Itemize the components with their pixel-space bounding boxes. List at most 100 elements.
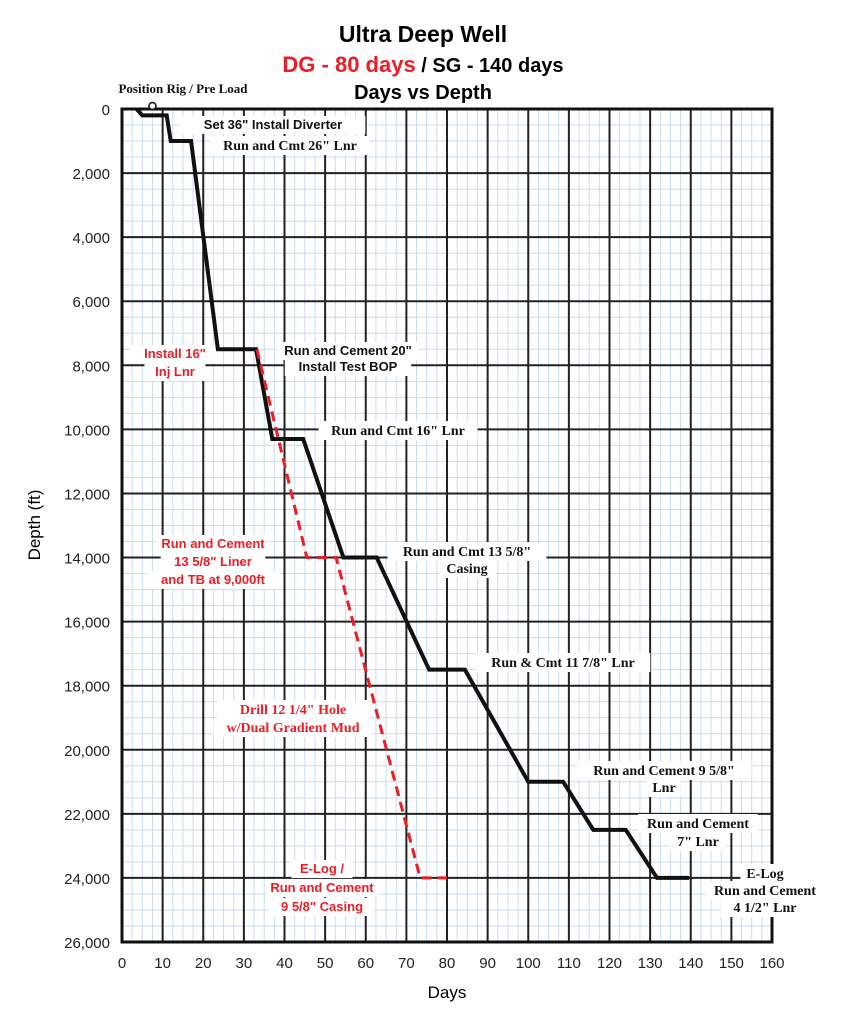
annotation-text: Inj Lnr [155,364,195,379]
y-tick-label: 18,000 [64,679,110,696]
series [135,101,690,880]
annotation: Run and Cmt 26" Lnr [210,136,370,155]
annotation-text: Run and Cement [714,884,816,899]
annotation: Run and Cement 13 5/8" Liner and TB at 9,0… [146,535,280,589]
annotation-background [318,421,478,440]
annotation-text: Install Test BOP [299,359,398,374]
x-tick-label: 130 [638,955,663,972]
annotations: Position Rig / Pre Load Set 36" Install D… [118,81,825,917]
annotation-background [180,116,366,134]
annotation-background [269,898,375,916]
annotation-background [144,363,206,381]
annotation: E-Log / Run and Cement 9 5/8" Casing [266,860,378,916]
annotation-background [160,553,266,571]
annotation-text: Run and Cement 20" [284,343,412,358]
x-tick-label: 50 [317,955,334,972]
annotation-text: and TB at 9,000ft [161,572,266,587]
y-tick-label: 4,000 [72,230,110,247]
annotation-background [669,832,727,851]
annotation-background [284,358,412,376]
annotation-background [157,535,269,553]
annotation-text: E-Log / [300,861,344,876]
annotation: E-Log Run and Cement 4 1/2" Lnr [705,864,825,917]
annotation-text: E-Log [746,867,783,882]
chart-subtitle: DG - 80 days / SG - 140 days [282,52,563,77]
annotation-background [705,881,825,900]
x-tick-label: 40 [276,955,293,972]
annotation: Run and Cmt 16" Lnr [318,421,478,440]
dg-subtitle: DG - 80 days [282,52,415,77]
sg-series-line [135,107,690,880]
y-tick-label: 22,000 [64,807,110,824]
x-tick-label: 110 [557,955,581,972]
x-tick-label: 140 [678,955,703,972]
annotation-text: Run and Cmt 26" Lnr [223,139,357,154]
annotation-background [720,898,810,917]
annotation-background [129,345,221,363]
annotation-text: Run and Cement [647,817,749,832]
y-tick-label: 14,000 [64,551,110,568]
annotation-text: 7" Lnr [677,835,719,850]
dg-series-line [255,348,447,880]
x-tick-label: 160 [759,955,784,972]
annotation-text: Casing [446,562,487,577]
annotation-text: 9 5/8" Casing [281,899,363,914]
annotation-background [146,571,280,589]
annotation: Run & Cmt 11 7/8" Lnr [475,653,651,672]
x-tick-label: 60 [357,955,374,972]
x-tick-label: 150 [719,955,744,972]
annotation-text: Run and Cement [161,536,265,551]
annotation: Run and Cement 9 5/8" Lnr [576,761,752,797]
annotation-text: Run and Cement [270,880,374,895]
annotation-background [387,542,547,561]
y-tick-label: 16,000 [64,615,110,632]
x-tick-label: 100 [516,955,541,972]
annotation-text: Position Rig / Pre Load [118,81,248,96]
annotation-text: 13 5/8" Liner [174,554,252,569]
annotation-background [475,653,651,672]
x-tick-label: 0 [118,955,126,972]
annotation-text: Run and Cement 9 5/8" [593,764,735,779]
annotation-background [217,700,369,719]
annotation-background [266,879,378,897]
ticks: 0 10 20 30 40 50 60 70 80 90 100 110 120 130 140 150 160… [64,102,784,972]
annotation-background [576,761,752,780]
annotation-background [291,860,353,878]
y-axis-label: Depth (ft) [25,490,44,561]
annotation-text: Run and Cmt 13 5/8" [403,545,531,560]
annotation-text: 4 1/2" Lnr [734,901,797,916]
annotation: Run and Cmt 13 5/8" Casing [387,542,547,578]
y-tick-label: 12,000 [64,486,110,503]
y-tick-label: 0 [102,102,110,119]
annotation-text: Lnr [652,781,675,796]
annotation: Install 16" Inj Lnr [129,345,221,381]
annotation-background [638,814,758,833]
y-tick-label: 26,000 [64,935,110,952]
subtitle-separator: / [416,55,433,77]
annotation: Position Rig / Pre Load [118,81,248,96]
y-tick-label: 8,000 [72,358,110,375]
sg-subtitle: SG - 140 days [432,55,563,77]
x-axis-label: Days [428,983,467,1002]
annotation-text: Drill 12 1/4" Hole [240,703,346,718]
x-tick-label: 70 [398,955,415,972]
y-tick-label: 10,000 [64,422,110,439]
annotation-text: Install 16" [144,346,206,361]
x-tick-label: 90 [479,955,496,972]
annotation: Run and Cement 7" Lnr [638,814,758,851]
chart-title: Ultra Deep Well [339,21,507,47]
annotation-background [438,559,496,578]
x-tick-label: 20 [195,955,212,972]
annotation: Set 36" Install Diverter [180,116,366,134]
x-tick-label: 30 [236,955,253,972]
annotation-background [740,864,790,883]
y-tick-label: 2,000 [72,166,110,183]
annotation-text: Run and Cmt 16" Lnr [331,424,465,439]
x-tick-label: 10 [154,955,171,972]
annotation-background [213,718,373,737]
y-tick-label: 6,000 [72,294,110,311]
annotation: Drill 12 1/4" Hole w/Dual Gradient Mud [213,700,373,737]
x-tick-label: 120 [597,955,622,972]
annotation-text: Set 36" Install Diverter [204,117,342,132]
pre-load-marker [148,101,157,111]
